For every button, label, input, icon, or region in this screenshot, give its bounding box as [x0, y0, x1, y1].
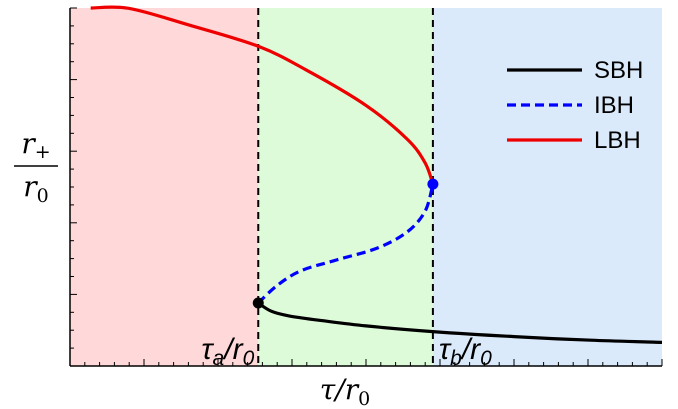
phase-regions	[70, 8, 662, 366]
data-series	[90, 5, 663, 344]
y-axis-label-numerator: r+	[21, 127, 50, 163]
x-axis-label: τ/r0	[320, 373, 370, 409]
legend: SBH IBH LBH	[507, 57, 643, 154]
critical-points	[252, 178, 439, 309]
legend-label-lbh: LBH	[594, 127, 641, 154]
critical-point-0	[252, 297, 264, 309]
legend-label-ibh: IBH	[594, 92, 634, 119]
y-axis-label-denominator: r0	[23, 170, 48, 207]
series-line-lbh	[90, 5, 435, 185]
series-line-ibh	[257, 183, 435, 305]
axis-labels: τa/r0 τb/r0 τ/r0 r+ r0	[14, 127, 492, 409]
legend-label-sbh: SBH	[594, 57, 643, 84]
region-2	[432, 8, 662, 366]
vline-label-0: τa/r0	[201, 333, 254, 370]
axes	[69, 7, 663, 367]
vline-label-1: τb/r0	[439, 333, 492, 370]
critical-point-1	[427, 178, 439, 190]
region-1	[258, 8, 433, 366]
region-0	[70, 8, 259, 366]
series-line-sbh	[257, 301, 663, 344]
